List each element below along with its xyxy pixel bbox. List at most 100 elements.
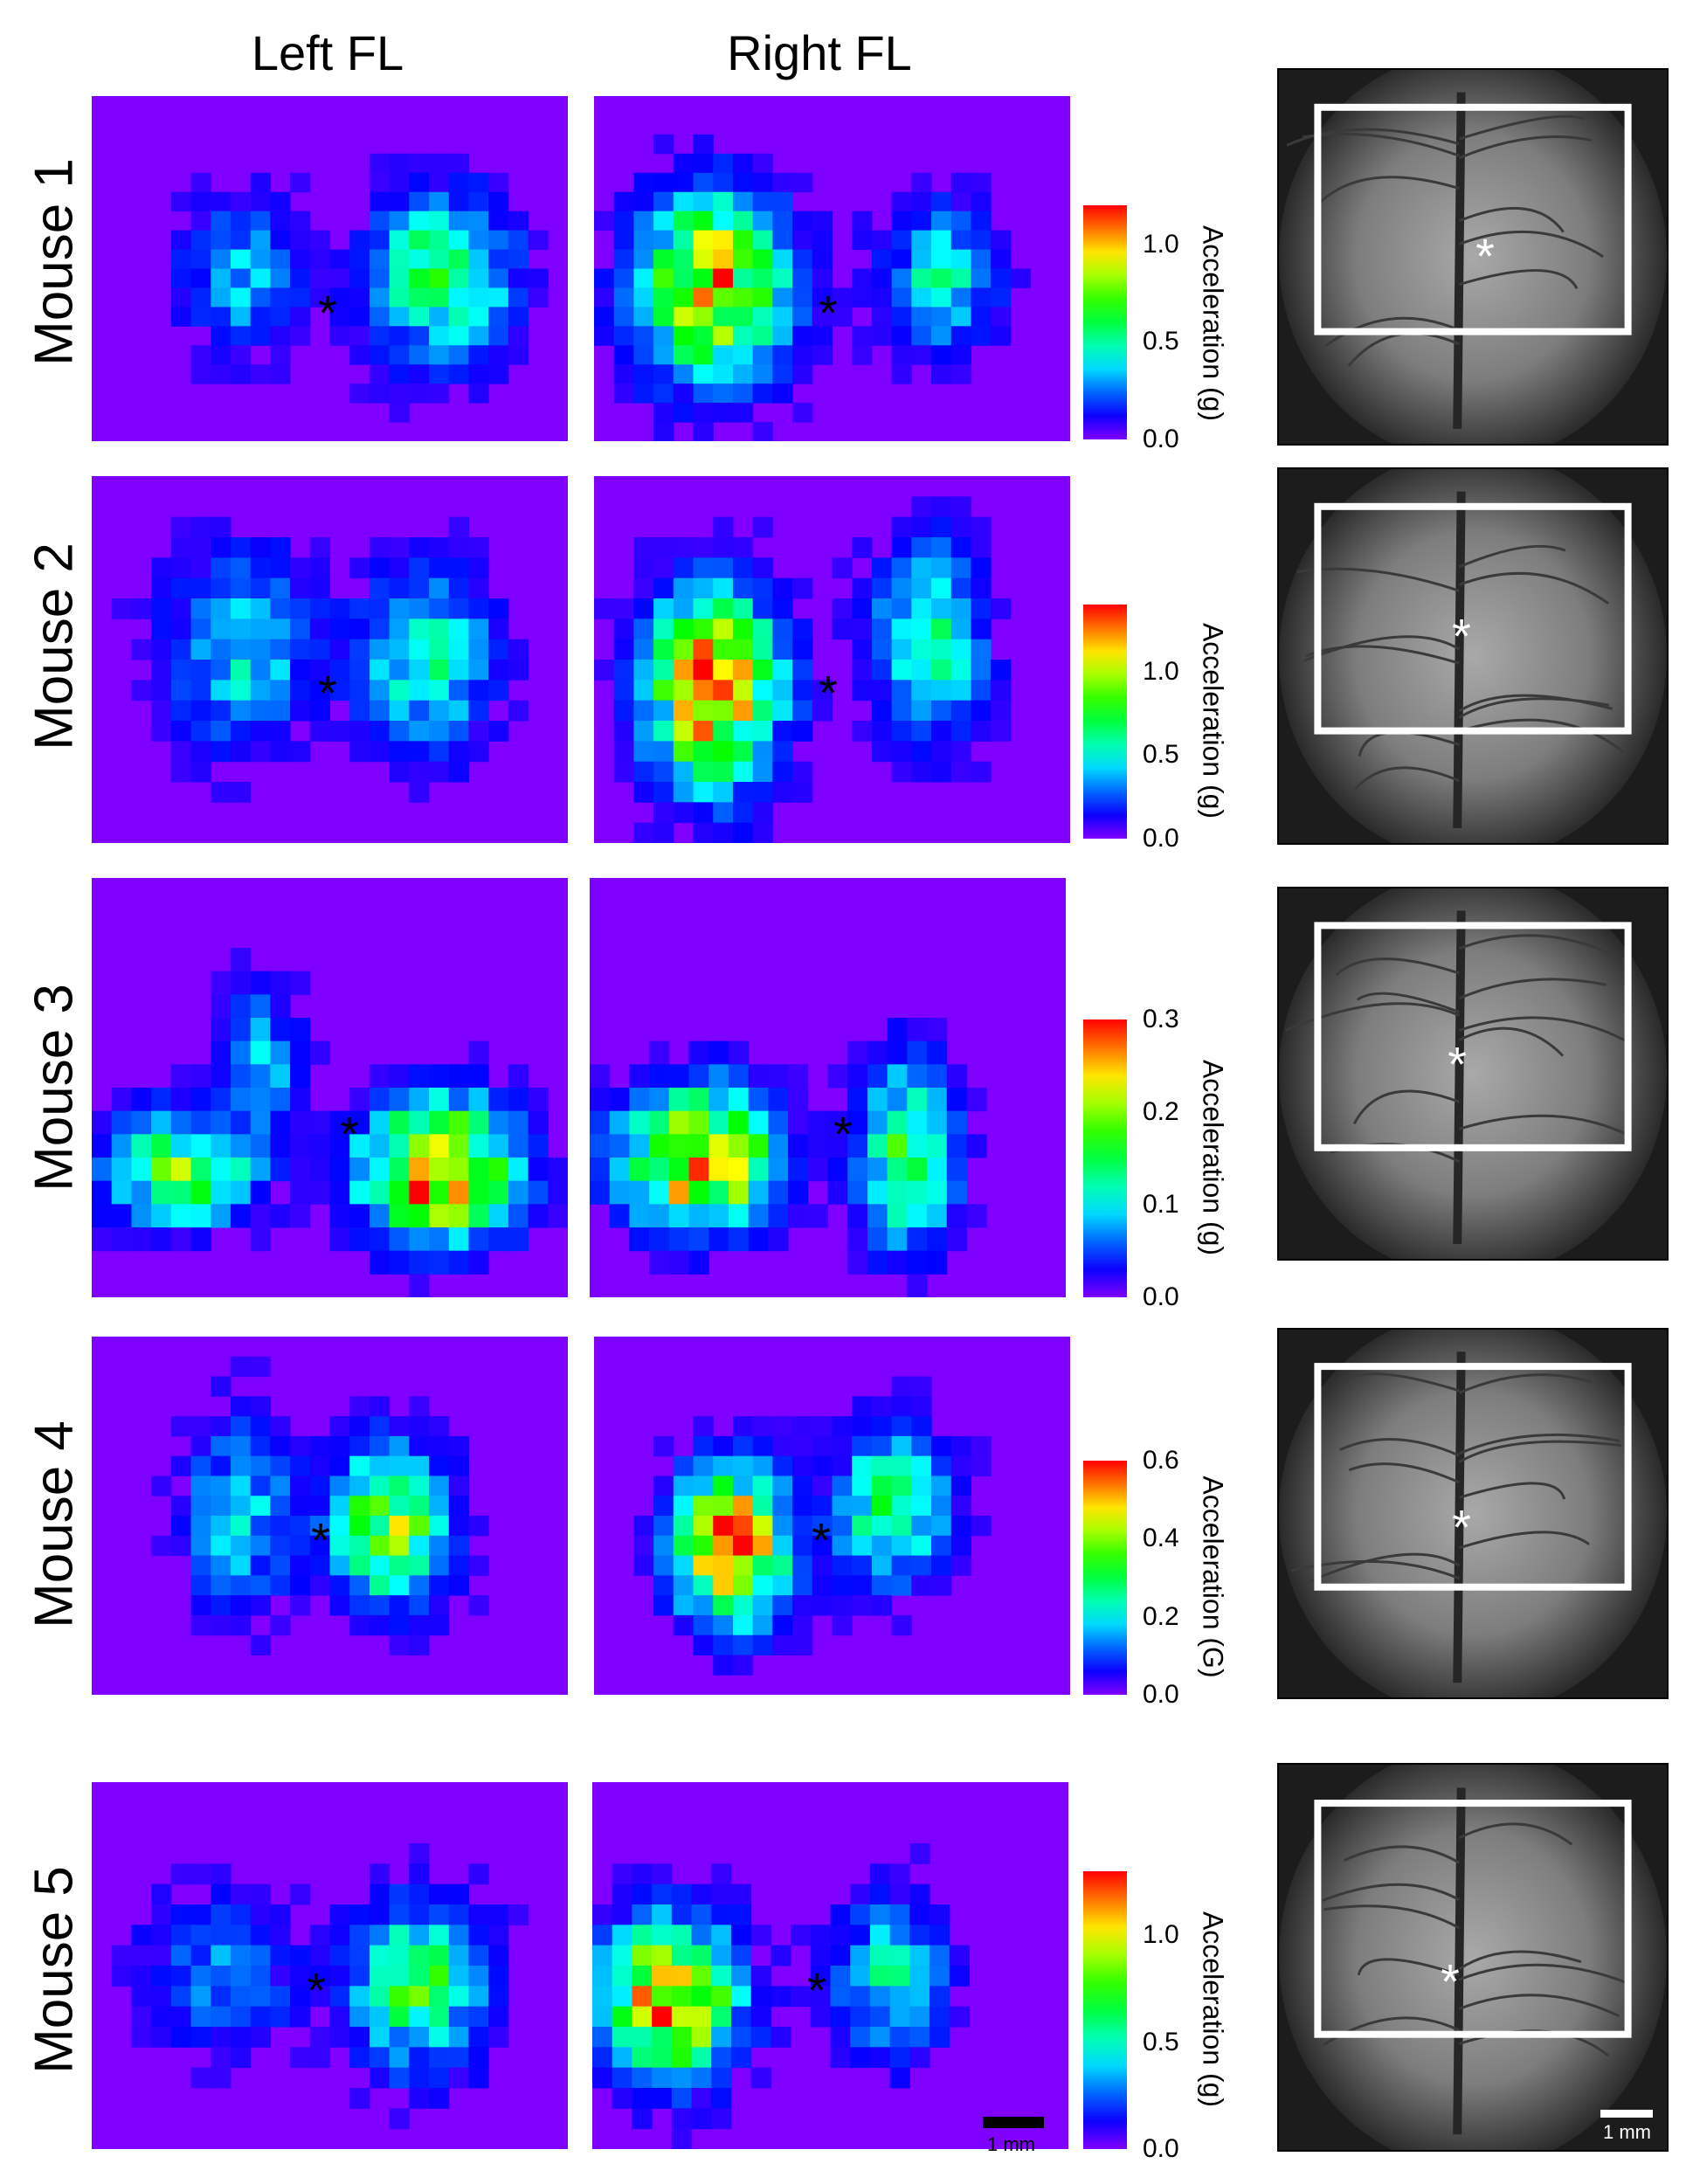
heatmap-cell bbox=[429, 1110, 450, 1135]
heatmap-cell bbox=[290, 307, 311, 327]
heatmap-cell bbox=[668, 1204, 690, 1228]
heatmap-cell bbox=[329, 1516, 350, 1537]
heatmap-cell bbox=[830, 1945, 851, 1966]
heatmap-cell bbox=[592, 1925, 613, 1946]
heatmap-cell bbox=[409, 172, 430, 193]
heatmap-cell bbox=[270, 1904, 291, 1925]
heatmap-cell bbox=[409, 1435, 430, 1457]
heatmap-cell bbox=[612, 2047, 632, 2069]
heatmap-cell bbox=[971, 268, 992, 288]
heatmap-cell bbox=[711, 2027, 732, 2048]
heatmap-cell bbox=[891, 1376, 912, 1397]
heatmap-cell bbox=[732, 680, 754, 702]
heatmap-cell bbox=[633, 761, 654, 783]
heatmap-cell bbox=[867, 1158, 888, 1182]
colorbar-label-mouse-4: Acceleration (G) bbox=[1197, 1476, 1229, 1678]
photo-scale-label: 1 mm bbox=[1603, 2121, 1651, 2143]
heatmap-cell bbox=[270, 211, 291, 232]
heatmap-cell bbox=[852, 1435, 873, 1457]
heatmap-cell bbox=[812, 1555, 833, 1576]
heatmap-cell bbox=[349, 1516, 370, 1537]
heatmap-cell bbox=[991, 598, 1012, 619]
heatmap-cell bbox=[673, 639, 694, 660]
heatmap-cell bbox=[871, 1575, 893, 1596]
heatmap-cell bbox=[389, 1416, 410, 1437]
heatmap-cell bbox=[673, 1575, 694, 1596]
heatmap-cell bbox=[409, 1863, 430, 1885]
heatmap-cell bbox=[871, 249, 893, 269]
heatmap-cell bbox=[211, 1945, 231, 1966]
heatmap-cell bbox=[270, 1986, 291, 2008]
heatmap-cell bbox=[131, 2006, 152, 2028]
heatmap-cell bbox=[732, 1655, 754, 1676]
heatmap-cell bbox=[230, 2047, 252, 2069]
heatmap-cell bbox=[369, 2047, 390, 2069]
heatmap-cell bbox=[389, 2067, 410, 2089]
heatmap-cell bbox=[827, 1064, 848, 1089]
heatmap-cell bbox=[732, 1435, 754, 1457]
heatmap-cell bbox=[772, 307, 793, 327]
heatmap-cell bbox=[633, 326, 654, 346]
heatmap-cell bbox=[671, 2047, 693, 2069]
heatmap-cell bbox=[852, 1416, 873, 1437]
mapping-region-box bbox=[1314, 1363, 1632, 1591]
heatmap-cell bbox=[594, 326, 615, 346]
blood-vessel bbox=[1343, 1845, 1461, 1864]
heatmap-cell bbox=[369, 1455, 390, 1476]
heatmap-cell bbox=[488, 1088, 509, 1112]
heatmap-cell bbox=[693, 384, 714, 404]
heatmap-cell bbox=[448, 577, 469, 599]
heatmap-cell bbox=[111, 1227, 132, 1252]
heatmap-cell bbox=[673, 364, 694, 384]
heatmap-cell bbox=[468, 2047, 489, 2069]
heatmap-cell bbox=[270, 2006, 291, 2028]
heatmap-cell bbox=[270, 1966, 291, 1987]
heatmap-cell bbox=[448, 1134, 469, 1158]
heatmap-cell bbox=[309, 287, 330, 308]
heatmap-cell bbox=[852, 639, 873, 660]
heatmap-cell bbox=[752, 172, 773, 193]
heatmap-cell bbox=[653, 680, 674, 702]
heatmap-cell bbox=[508, 700, 529, 722]
heatmap-cell bbox=[911, 639, 932, 660]
heatmap-cell bbox=[693, 249, 714, 269]
heatmap-cell bbox=[772, 680, 793, 702]
heatmap-cell bbox=[409, 1535, 430, 1557]
heatmap-cell bbox=[792, 1435, 813, 1457]
heatmap-cell bbox=[852, 1555, 873, 1576]
heatmap-cell bbox=[309, 1925, 330, 1946]
heatmap-cell bbox=[713, 660, 734, 681]
heatmap-cell bbox=[772, 268, 793, 288]
heatmap-cell bbox=[230, 660, 252, 681]
heatmap-cell bbox=[812, 287, 833, 308]
heatmap-cell bbox=[230, 1110, 252, 1135]
heatmap-cell bbox=[673, 268, 694, 288]
heatmap-cell bbox=[691, 1904, 712, 1925]
heatmap-cell bbox=[270, 307, 291, 327]
heatmap-cell bbox=[830, 1904, 851, 1925]
heatmap-cell bbox=[369, 307, 390, 327]
blood-vessel bbox=[1357, 1958, 1460, 1976]
heatmap-cell bbox=[448, 2027, 469, 2048]
heatmap-cell bbox=[369, 577, 390, 599]
heatmap-cell bbox=[508, 345, 529, 365]
heatmap-cell bbox=[871, 1435, 893, 1457]
heatmap-cell bbox=[713, 577, 734, 599]
heatmap-cell bbox=[429, 680, 450, 702]
heatmap-cell bbox=[329, 287, 350, 308]
heatmap-cell bbox=[409, 249, 430, 269]
heatmap-cell bbox=[713, 1655, 734, 1676]
heatmap-cell bbox=[250, 598, 271, 619]
heatmap-cell bbox=[792, 700, 813, 722]
heatmap-cell bbox=[991, 287, 1012, 308]
heatmap-cell bbox=[613, 307, 634, 327]
heatmap-cell bbox=[693, 268, 714, 288]
heatmap-cell bbox=[911, 1396, 932, 1417]
heatmap-cell bbox=[847, 1158, 868, 1182]
heatmap-cell bbox=[950, 741, 971, 763]
heatmap-cell bbox=[250, 249, 271, 269]
heatmap-cell bbox=[151, 1476, 172, 1496]
heatmap-cell bbox=[448, 1088, 469, 1112]
heatmap-cell bbox=[409, 1110, 430, 1135]
heatmap-cell bbox=[748, 1064, 769, 1089]
